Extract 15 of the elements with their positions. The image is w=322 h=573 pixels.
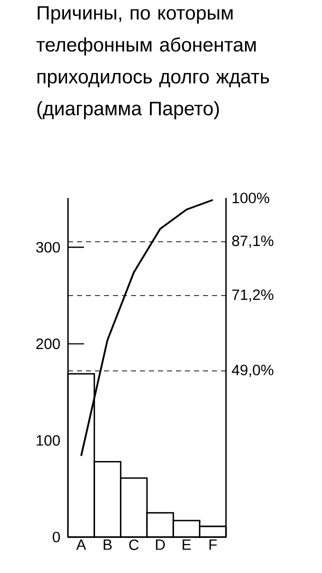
y2-tick-label: 49,0% — [232, 364, 274, 378]
x-tick-label: D — [156, 540, 165, 550]
x-tick-label: C — [129, 540, 139, 550]
x-tick-label: B — [104, 540, 112, 550]
x-tick-label: F — [209, 540, 217, 550]
y-tick-label: 300 — [36, 242, 60, 253]
y-tick-label: 200 — [36, 338, 60, 350]
y2-tick-label: 71,2% — [232, 289, 274, 302]
y-tick-label: 0 — [52, 532, 60, 542]
y2-tick-label: 87,1% — [232, 236, 274, 248]
x-tick-label: A — [76, 540, 86, 550]
y2-tick-label: 100% — [232, 192, 270, 204]
x-tick-label: E — [182, 540, 191, 550]
chart-title: Причины, по которым телефонным абонентам приходилось долго ждать (диаграмма Парето) — [36, 6, 269, 120]
y-tick-label: 100 — [36, 435, 60, 446]
